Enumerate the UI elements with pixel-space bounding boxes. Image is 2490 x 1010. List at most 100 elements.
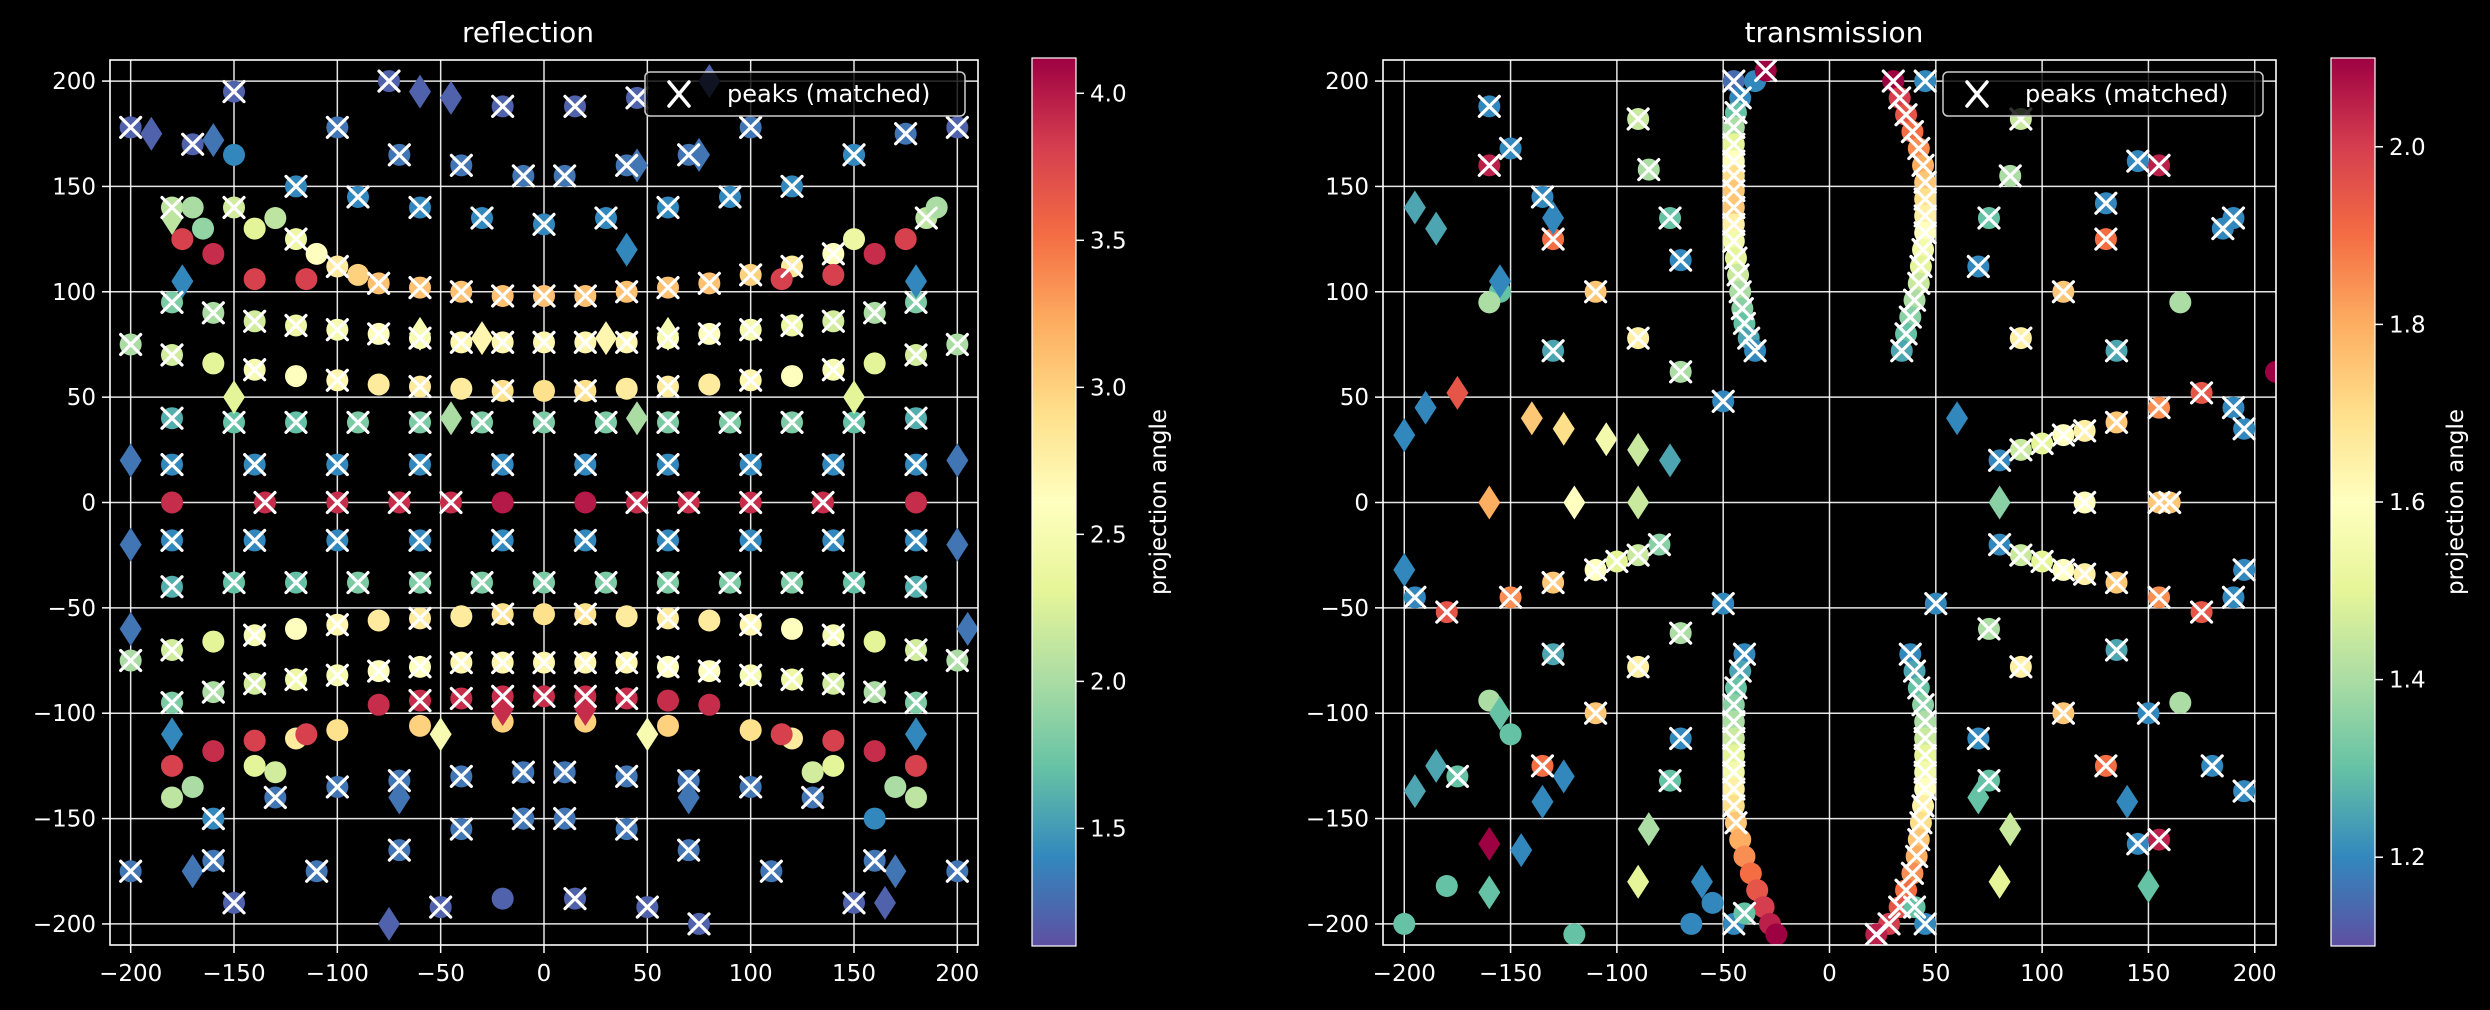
matched-peak-x	[2158, 490, 2182, 515]
matched-peak-x	[243, 358, 267, 382]
matched-peak-x	[801, 785, 825, 810]
reflection-panel: reflection −200 −150 −100 −50 0 50 100 150 200 −…	[33, 16, 1172, 987]
reflection-matched-peaks	[119, 69, 969, 936]
matched-peak-x	[2126, 832, 2150, 856]
matched-peak-x	[656, 375, 680, 399]
peak-circle	[295, 268, 318, 291]
peak-diamond	[440, 80, 462, 115]
peak-circle	[1701, 891, 1724, 914]
matched-peak-x	[2030, 549, 2054, 574]
y-tick-label: 150	[1325, 174, 1369, 200]
matched-peak-x	[811, 490, 835, 515]
peak-circle	[305, 242, 328, 265]
matched-peak-x	[1913, 170, 1937, 194]
matched-peak-x	[615, 651, 639, 675]
matched-peak-x	[2232, 417, 2256, 441]
x-tick-label: 0	[537, 961, 552, 987]
matched-peak-x	[325, 775, 349, 799]
matched-peak-x	[325, 254, 349, 279]
matched-peak-x	[2232, 558, 2256, 582]
matched-peak-x	[821, 623, 845, 647]
peak-circle	[2265, 360, 2276, 383]
matched-peak-x	[656, 275, 680, 300]
matched-peak-x	[243, 452, 267, 477]
matched-peak-x	[2221, 396, 2246, 420]
matched-peak-x	[346, 570, 370, 595]
y-tick-label: 50	[1340, 385, 1369, 411]
y-tick-label: −150	[1306, 807, 1369, 833]
matched-peak-x	[1669, 360, 1693, 384]
matched-peak-x	[2073, 562, 2097, 586]
transmission-matched-peaks	[1403, 60, 2256, 945]
peak-circle	[894, 228, 917, 251]
peak-diamond	[1520, 401, 1543, 436]
matched-peak-x	[914, 206, 938, 230]
peak-diamond	[1403, 774, 1426, 809]
peak-diamond	[440, 401, 462, 436]
matched-peak-x	[1403, 585, 1427, 609]
reflection-diamonds	[119, 64, 978, 941]
matched-peak-x	[863, 849, 887, 873]
matched-peak-x	[842, 570, 866, 595]
matched-peak-x	[615, 330, 639, 354]
matched-peak-x	[160, 290, 184, 314]
peak-diamond	[1552, 759, 1575, 794]
matched-peak-x	[408, 410, 432, 435]
peak-diamond	[677, 780, 700, 815]
peak-circle	[243, 268, 266, 291]
peak-circle	[450, 377, 473, 400]
matched-peak-x	[532, 684, 556, 708]
matched-peak-x	[615, 280, 639, 304]
matched-peak-x	[1722, 115, 1746, 140]
y-tick-label: −100	[1306, 701, 1369, 727]
y-tick-label: 0	[1354, 491, 1369, 517]
y-tick-label: −200	[33, 912, 96, 938]
matched-peak-x	[2147, 828, 2171, 852]
matched-peak-x	[160, 575, 184, 599]
matched-peak-x	[119, 648, 143, 673]
matched-peak-x	[119, 115, 143, 140]
matched-peak-x	[1722, 212, 1746, 236]
peak-diamond	[843, 380, 865, 415]
peak-circle	[1733, 845, 1756, 868]
matched-peak-x	[1711, 592, 1735, 616]
transmission-colorbar: 1.2 1.4 1.6 1.8 2.0 projection angle	[2330, 57, 2469, 947]
matched-peak-x	[532, 330, 556, 354]
peak-diamond	[1542, 201, 1565, 236]
matched-peak-x	[408, 688, 432, 713]
matched-peak-x	[222, 195, 246, 220]
peak-circle	[1765, 923, 1788, 945]
matched-peak-x	[449, 686, 473, 711]
peak-diamond	[1627, 432, 1650, 467]
matched-peak-x	[325, 490, 349, 515]
transmission-plot-area	[1393, 60, 2276, 945]
peak-diamond	[1967, 780, 1990, 815]
colorbar-tick-label: 1.6	[2389, 490, 2426, 516]
peak-circle	[181, 196, 204, 219]
matched-peak-x	[1966, 254, 1990, 279]
matched-peak-x	[284, 667, 308, 692]
y-tick-label: −50	[47, 596, 96, 622]
matched-peak-x	[2030, 431, 2054, 456]
matched-peak-x	[739, 775, 763, 799]
matched-peak-x	[2147, 585, 2171, 609]
y-tick-label: −150	[33, 807, 96, 833]
matched-peak-x	[222, 891, 246, 915]
peak-diamond	[161, 201, 183, 236]
matched-peak-x	[863, 301, 887, 325]
y-tick-label: 100	[1325, 280, 1369, 306]
matched-peak-x	[821, 358, 845, 382]
matched-peak-x	[1754, 60, 1778, 83]
peak-diamond	[202, 123, 225, 158]
matched-peak-x	[1711, 389, 1735, 413]
matched-peak-x	[1722, 693, 1746, 717]
reflection-colorbar-strip	[1031, 57, 1077, 947]
matched-peak-x	[429, 895, 453, 919]
peak-diamond	[636, 717, 659, 752]
matched-peak-x	[842, 891, 866, 915]
matched-peak-x	[1894, 878, 1918, 902]
peak-diamond	[1393, 552, 1416, 587]
matched-peak-x	[904, 406, 928, 430]
transmission-diamonds	[1393, 190, 2160, 910]
peak-diamond	[378, 906, 400, 941]
